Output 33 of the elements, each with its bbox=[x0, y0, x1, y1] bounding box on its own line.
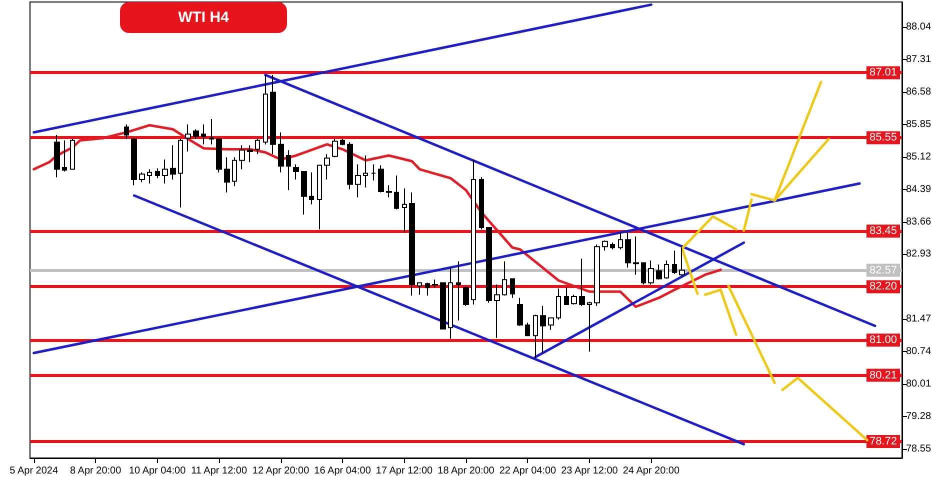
x-tick-label: 18 Apr 20:00 bbox=[438, 466, 495, 476]
y-tick-label: 79.28 bbox=[906, 411, 932, 422]
y-tick-label: 87.31 bbox=[906, 54, 932, 65]
y-tick-label: 80.74 bbox=[906, 346, 932, 358]
x-tick-label: 23 Apr 12:00 bbox=[561, 466, 618, 476]
ref-line-label: 78.72 bbox=[869, 436, 897, 448]
x-tick-label: 8 Apr 20:00 bbox=[70, 466, 122, 476]
y-tick-label: 88.04 bbox=[906, 21, 932, 32]
ref-line-label: 80.21 bbox=[869, 369, 897, 382]
y-tick-label: 78.55 bbox=[906, 444, 932, 455]
x-tick-label: 22 Apr 04:00 bbox=[499, 466, 557, 476]
y-tick-label: 82.93 bbox=[906, 248, 932, 260]
y-tick-label: 85.85 bbox=[906, 118, 932, 130]
y-tick-label: 86.58 bbox=[906, 86, 932, 98]
chart-title: WTI H4 bbox=[178, 9, 229, 26]
x-tick-label: 11 Apr 12:00 bbox=[191, 466, 248, 476]
x-tick-label: 5 Apr 2024 bbox=[10, 466, 58, 476]
ref-line-label: 83.45 bbox=[869, 225, 897, 238]
y-tick-label: 85.12 bbox=[906, 151, 932, 162]
y-tick-label: 84.39 bbox=[906, 184, 932, 195]
x-tick-label: 24 Apr 20:00 bbox=[622, 466, 680, 476]
x-tick-label: 16 Apr 04:00 bbox=[314, 466, 372, 476]
y-tick-label: 81.47 bbox=[906, 314, 932, 325]
y-tick-label: 80.01 bbox=[906, 378, 932, 390]
ref-line-label: 82.57 bbox=[869, 264, 897, 276]
x-tick-label: 10 Apr 04:00 bbox=[128, 466, 186, 476]
ref-line-label: 87.01 bbox=[869, 66, 897, 79]
y-tick-label: 83.66 bbox=[906, 216, 932, 228]
ref-line-label: 82.20 bbox=[869, 280, 897, 293]
x-tick-label: 17 Apr 12:00 bbox=[376, 466, 434, 476]
ref-line-label: 81.00 bbox=[869, 334, 897, 346]
ref-line-label: 85.55 bbox=[869, 132, 897, 144]
x-tick-label: 12 Apr 20:00 bbox=[252, 466, 310, 476]
